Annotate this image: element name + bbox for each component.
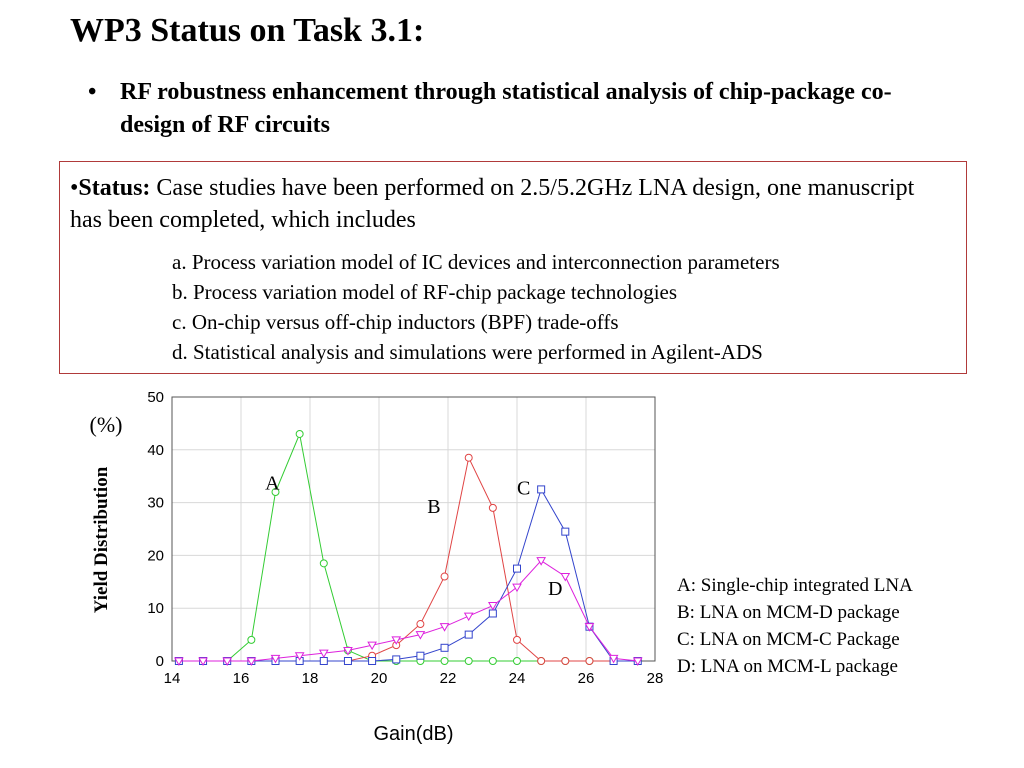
- data-point: [439, 623, 450, 632]
- data-point: [536, 557, 547, 566]
- data-point: [487, 602, 498, 611]
- series-line-d: [178, 560, 638, 662]
- data-point: [440, 643, 449, 652]
- data-point: [464, 630, 473, 639]
- data-point: [368, 657, 377, 665]
- y-tick-label: 40: [147, 442, 164, 459]
- x-tick-label: 18: [302, 670, 319, 687]
- data-point: [561, 527, 570, 536]
- series-line-b: [178, 456, 638, 662]
- series-label: A: [265, 472, 280, 494]
- x-tick-label: 24: [509, 670, 526, 687]
- data-point: [392, 655, 401, 664]
- subtitle-text: RF robustness enhancement through statis…: [120, 79, 892, 138]
- y-tick-label: 50: [147, 389, 164, 406]
- data-point: [343, 657, 352, 665]
- x-tick-label: 26: [578, 670, 595, 687]
- data-point: [416, 651, 425, 660]
- data-point: [463, 612, 474, 622]
- data-point: [512, 583, 522, 593]
- data-point: [319, 559, 328, 568]
- data-point: [247, 635, 256, 644]
- data-point: [319, 657, 328, 665]
- data-point: [488, 503, 497, 512]
- legend-item-a: A: Single-chip integrated LNA: [677, 575, 913, 596]
- data-point: [560, 573, 571, 582]
- data-point: [416, 620, 425, 629]
- series-a: A: [174, 429, 642, 665]
- status-label: Status:: [78, 175, 151, 201]
- y-tick-label: 20: [147, 547, 164, 564]
- series-b: B: [174, 453, 642, 665]
- data-point: [318, 649, 329, 659]
- status-paragraph: •Status: Case studies have been performe…: [70, 172, 950, 236]
- data-point: [440, 657, 449, 665]
- series-label: C: [517, 478, 530, 500]
- y-axis-unit: (%): [90, 412, 123, 437]
- data-point: [271, 488, 280, 497]
- data-point: [270, 654, 281, 664]
- y-tick-label: 10: [147, 600, 164, 617]
- data-point: [513, 564, 521, 573]
- data-point: [415, 631, 426, 640]
- status-box: •Status: Case studies have been performe…: [59, 161, 967, 374]
- x-tick-label: 16: [233, 670, 250, 687]
- x-tick-label: 22: [440, 670, 457, 687]
- y-tick-label: 30: [147, 495, 164, 512]
- series-label: D: [548, 578, 562, 600]
- status-item-c: c. On-chip versus off-chip inductors (BP…: [172, 310, 619, 334]
- x-tick-label: 28: [647, 670, 664, 687]
- data-point: [343, 646, 353, 656]
- axis-ticks: 14 16 18 20 22 24 26 28 0 10 20 30 40 50: [147, 389, 663, 687]
- legend-item-c: C: LNA on MCM-C Package: [677, 629, 900, 650]
- series-legend: A: Single-chip integrated LNA B: LNA on …: [677, 572, 913, 680]
- data-point: [561, 657, 570, 665]
- yield-distribution-chart: 14 16 18 20 22 24 26 28 0 10 20 30 40 50 A B C D Gain(dB…: [90, 389, 664, 745]
- series-label: B: [427, 496, 440, 518]
- data-point: [464, 453, 473, 462]
- bullet-marker: •: [88, 79, 97, 105]
- status-text: Case studies have been performed on 2.5/…: [70, 175, 915, 233]
- status-item-a: a. Process variation model of IC devices…: [172, 250, 780, 274]
- series-d: D: [174, 557, 643, 667]
- legend-item-d: D: LNA on MCM-L package: [677, 656, 898, 677]
- data-point: [464, 657, 473, 665]
- data-point: [198, 657, 208, 667]
- data-point: [294, 652, 305, 661]
- status-marker: •: [70, 175, 79, 201]
- status-item-d: d. Statistical analysis and simulations …: [172, 340, 763, 364]
- data-point: [537, 485, 546, 494]
- data-point: [222, 657, 233, 667]
- y-axis-label: Yield Distribution: [91, 466, 112, 613]
- status-item-b: b. Process variation model of RF-chip pa…: [172, 280, 678, 304]
- x-axis-label: Gain(dB): [373, 723, 453, 745]
- chart-series: A B C D: [174, 429, 643, 667]
- y-tick-label: 0: [156, 653, 164, 670]
- legend-item-b: B: LNA on MCM-D package: [677, 602, 900, 623]
- data-point: [513, 657, 521, 665]
- slide-title: WP3 Status on Task 3.1:: [70, 12, 425, 49]
- plot-frame: [171, 396, 656, 662]
- x-tick-label: 14: [164, 670, 181, 687]
- data-point: [367, 641, 377, 651]
- data-point: [488, 609, 497, 618]
- data-point: [391, 636, 402, 645]
- data-point: [632, 657, 643, 667]
- series-c: C: [174, 478, 642, 665]
- chart-grid: [171, 396, 656, 662]
- data-point: [488, 657, 497, 665]
- data-point: [608, 654, 619, 664]
- data-point: [513, 635, 521, 644]
- data-point: [174, 657, 184, 667]
- data-point: [537, 657, 546, 665]
- data-point: [584, 623, 595, 632]
- data-point: [585, 657, 594, 665]
- data-point: [440, 572, 449, 581]
- data-point: [246, 657, 257, 667]
- x-tick-label: 20: [371, 670, 388, 687]
- data-point: [295, 429, 304, 438]
